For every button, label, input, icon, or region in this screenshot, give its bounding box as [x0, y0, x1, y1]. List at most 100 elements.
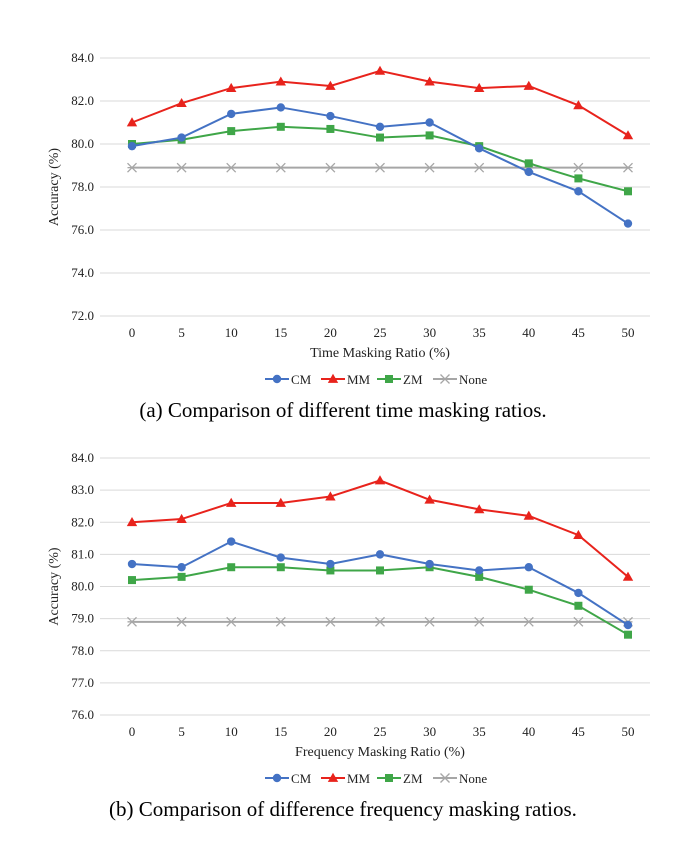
x-tick-label: 0	[129, 325, 136, 340]
data-point-mm	[424, 76, 435, 86]
data-point-none	[127, 616, 137, 627]
data-point-cm	[326, 559, 335, 569]
legend-label-none: None	[459, 771, 487, 786]
y-tick-label: 80.0	[71, 579, 94, 594]
y-tick-label: 79.0	[71, 611, 94, 626]
data-point-zm	[425, 131, 434, 140]
data-point-zm	[524, 585, 533, 594]
data-point-cm	[475, 566, 484, 575]
legend-label-cm: CM	[291, 372, 312, 387]
data-point-cm	[127, 559, 137, 569]
y-tick-label: 74.0	[71, 265, 94, 280]
data-point-mm	[374, 475, 386, 485]
data-point-mm	[474, 504, 485, 514]
data-point-zm	[574, 174, 583, 183]
data-point-cm	[375, 122, 385, 131]
data-point-zm	[624, 630, 632, 639]
legend-marker-cm	[272, 773, 282, 783]
x-tick-label: 35	[473, 724, 486, 739]
y-tick-label: 84.0	[71, 450, 94, 465]
y-tick-label: 78.0	[71, 643, 94, 658]
data-point-cm	[574, 588, 583, 598]
y-tick-label: 77.0	[71, 675, 94, 690]
legend-label-mm: MM	[347, 372, 371, 387]
data-point-zm	[177, 572, 186, 581]
data-point-none	[474, 162, 485, 173]
data-point-none	[375, 616, 385, 627]
data-point-mm	[126, 517, 138, 527]
data-point-mm	[275, 497, 286, 507]
data-point-cm	[276, 103, 285, 112]
x-axis-title: Time Masking Ratio (%)	[310, 346, 450, 361]
x-tick-label: 15	[274, 325, 287, 340]
data-point-zm	[128, 576, 136, 585]
data-point-zm	[574, 601, 583, 610]
caption-frequency-masking: (b) Comparison of difference frequency m…	[109, 797, 577, 821]
legend-label-cm: CM	[291, 771, 312, 786]
data-point-zm	[524, 159, 533, 168]
data-point-mm	[126, 117, 138, 127]
data-point-cm	[227, 537, 236, 546]
data-point-cm	[524, 167, 533, 177]
data-point-cm	[375, 550, 385, 559]
chart-time-masking: 72.0 74.0 76.0 78.0 80.0 82.0 84.0 0 5 10 15 20 25 30…	[47, 50, 650, 387]
data-point-cm	[524, 563, 533, 572]
legend-marker-mm	[327, 772, 339, 782]
data-point-zm	[326, 566, 335, 575]
x-tick-label: 30	[423, 724, 436, 739]
data-point-mm	[176, 513, 187, 523]
data-point-mm	[622, 571, 634, 581]
data-point-cm	[475, 144, 484, 153]
data-point-none	[573, 162, 584, 173]
data-point-mm	[573, 100, 584, 110]
x-tick-label: 0	[129, 724, 136, 739]
data-point-zm	[227, 563, 236, 572]
legend-marker-zm	[385, 774, 393, 782]
data-point-zm	[475, 572, 484, 581]
x-tick-label: 25	[374, 724, 387, 739]
data-point-cm	[177, 563, 186, 572]
data-point-cm	[574, 187, 583, 196]
x-tick-label: 50	[622, 724, 635, 739]
data-point-mm	[226, 82, 237, 92]
x-tick-label: 50	[622, 325, 635, 340]
x-tick-label: 45	[572, 724, 585, 739]
y-tick-label: 76.0	[71, 707, 94, 722]
data-point-none	[226, 616, 237, 627]
legend-marker-zm	[385, 375, 393, 383]
data-point-none	[127, 162, 137, 173]
data-point-none	[375, 162, 385, 173]
caption-time-masking: (a) Comparison of different time masking…	[139, 398, 547, 422]
data-point-mm	[176, 97, 187, 108]
data-point-zm	[326, 124, 335, 133]
x-tick-label: 35	[473, 325, 486, 340]
data-point-mm	[523, 80, 534, 90]
data-point-none	[523, 616, 534, 627]
x-tick-label: 15	[274, 724, 287, 739]
x-tick-label: 5	[178, 325, 185, 340]
y-tick-label: 83.0	[71, 482, 94, 497]
x-tick-label: 20	[324, 325, 337, 340]
legend-label-zm: ZM	[403, 771, 423, 786]
y-tick-label: 76.0	[71, 222, 94, 237]
data-point-mm	[523, 510, 534, 520]
x-tick-label: 40	[522, 724, 535, 739]
x-tick-label: 30	[423, 325, 436, 340]
data-point-zm	[276, 122, 285, 131]
x-axis-title: Frequency Masking Ratio (%)	[295, 745, 465, 760]
data-point-mm	[325, 80, 336, 90]
data-point-mm	[325, 491, 336, 501]
data-point-zm	[276, 563, 285, 572]
data-point-none	[325, 162, 336, 173]
legend-marker-mm	[327, 373, 339, 383]
data-point-mm	[474, 82, 485, 92]
data-point-none	[424, 616, 435, 627]
data-point-none	[474, 616, 485, 627]
legend-marker-none	[440, 374, 450, 384]
y-axis-title: Accuracy (%)	[47, 547, 62, 625]
y-tick-label: 72.0	[71, 308, 94, 323]
data-point-mm	[374, 65, 386, 75]
series-line-zm	[131, 566, 629, 636]
data-point-none	[226, 162, 237, 173]
data-point-mm	[226, 497, 237, 507]
